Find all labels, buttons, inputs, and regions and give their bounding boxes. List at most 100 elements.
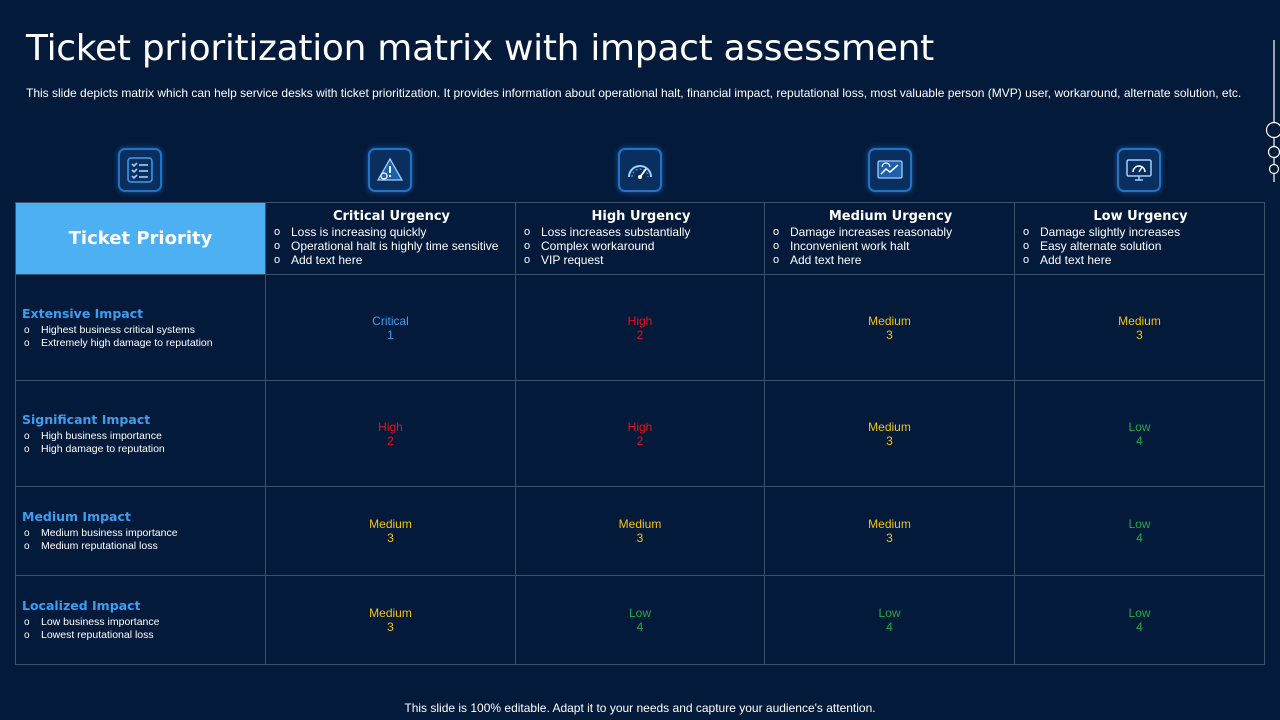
priority-number: 3 [1136, 327, 1143, 342]
priority-label: High [627, 313, 653, 328]
impact-bullet: High damage to reputation [22, 443, 261, 456]
priority-cell: High 2 [515, 274, 765, 381]
priority-number: 3 [886, 327, 893, 342]
page-title: Ticket prioritization matrix with impact… [26, 28, 934, 69]
impact-bullet: Medium business importance [22, 527, 261, 540]
urgency-header-high: High Urgency Loss increases substantiall… [515, 202, 765, 275]
impact-title: Significant Impact [22, 411, 151, 427]
priority-number: 3 [886, 433, 893, 448]
dashboard-monitor-icon [868, 148, 912, 192]
speedometer-icon [618, 148, 662, 192]
impact-title: Extensive Impact [22, 305, 144, 321]
impact-bullet: Medium reputational loss [22, 540, 261, 553]
impact-row-extensive: Extensive Impact Highest business critic… [15, 274, 1265, 381]
monitor-gauge-icon [1117, 148, 1161, 192]
priority-cell: Medium 3 [265, 486, 516, 576]
warning-gear-icon [368, 148, 412, 192]
priority-cell: Medium 3 [764, 274, 1015, 381]
urgency-bullet: Damage slightly increases [1021, 225, 1260, 239]
priority-label: Medium [868, 517, 911, 531]
impact-bullet: Low business importance [22, 616, 261, 629]
priority-label: Medium [369, 517, 412, 531]
priority-label: High [378, 419, 403, 434]
priority-cell: Critical 1 [265, 274, 516, 381]
urgency-bullet: Add text here [771, 253, 1010, 267]
urgency-bullet: Operational halt is highly time sensitiv… [272, 239, 511, 253]
priority-number: 3 [636, 531, 644, 545]
impact-bullet: Highest business critical systems [22, 324, 261, 337]
urgency-bullet: Complex workaround [522, 239, 760, 253]
urgency-header-medium: Medium Urgency Damage increases reasonab… [764, 202, 1015, 275]
impact-row-medium: Medium Impact Medium business importance… [15, 486, 1265, 576]
priority-number: 3 [886, 531, 893, 545]
priority-cell: Low 4 [1014, 380, 1265, 487]
priority-label: Medium [868, 419, 911, 434]
priority-number: 2 [636, 327, 644, 342]
priority-number: 4 [886, 620, 893, 634]
urgency-title: Low Urgency [1093, 209, 1188, 224]
priority-number: 1 [387, 327, 394, 342]
impact-bullet: Lowest reputational loss [22, 629, 261, 642]
impact-bullet: Extremely high damage to reputation [22, 337, 261, 350]
urgency-bullet: Damage increases reasonably [771, 225, 1010, 239]
priority-cell: Medium 3 [1014, 274, 1265, 381]
priority-label: Low [1128, 517, 1151, 531]
priority-cell: Medium 3 [515, 486, 765, 576]
priority-cell: Low 4 [515, 575, 765, 665]
urgency-header-row: Ticket Priority Critical Urgency Loss is… [15, 202, 1265, 275]
priority-cell: High 2 [515, 380, 765, 487]
urgency-title: High Urgency [591, 209, 691, 224]
priority-number: 2 [636, 433, 644, 448]
priority-matrix: Ticket Priority Critical Urgency Loss is… [15, 202, 1265, 665]
urgency-bullet: Add text here [272, 253, 511, 267]
page-subtitle: This slide depicts matrix which can help… [26, 86, 1242, 100]
impact-title: Medium Impact [22, 509, 131, 524]
priority-label: Low [1128, 606, 1151, 620]
priority-number: 3 [387, 531, 394, 545]
urgency-bullet: VIP request [522, 253, 760, 267]
priority-number: 4 [1136, 531, 1143, 545]
urgency-header-critical: Critical Urgency Loss is increasing quic… [265, 202, 516, 275]
urgency-header-low: Low Urgency Damage slightly increases Ea… [1014, 202, 1265, 275]
priority-number: 4 [636, 620, 644, 634]
checklist-icon [118, 148, 162, 192]
urgency-bullet: Loss increases substantially [522, 225, 760, 239]
urgency-bullet: Add text here [1021, 253, 1260, 267]
priority-cell: Low 4 [1014, 486, 1265, 576]
urgency-title: Medium Urgency [828, 209, 953, 224]
priority-cell: High 2 [265, 380, 516, 487]
slide-nav-decoration-icon [1265, 40, 1280, 182]
impact-header: Significant Impact High business importa… [15, 380, 266, 487]
priority-number: 3 [387, 620, 394, 634]
priority-label: Medium [369, 606, 412, 620]
impact-header: Medium Impact Medium business importance… [15, 486, 266, 576]
priority-number: 4 [1136, 433, 1143, 448]
priority-label: Low [1128, 419, 1151, 434]
impact-bullet: High business importance [22, 430, 261, 443]
priority-label: High [627, 419, 653, 434]
priority-label: Medium [618, 517, 662, 531]
impact-row-localized: Localized Impact Low business importance… [15, 575, 1265, 665]
priority-number: 4 [1136, 620, 1143, 634]
priority-label: Low [628, 606, 651, 620]
urgency-bullet: Inconvenient work halt [771, 239, 1010, 253]
impact-header: Localized Impact Low business importance… [15, 575, 266, 665]
priority-number: 2 [387, 433, 394, 448]
impact-title: Localized Impact [22, 598, 141, 613]
ticket-priority-header: Ticket Priority [15, 202, 266, 275]
impact-row-significant: Significant Impact High business importa… [15, 380, 1265, 487]
priority-cell: Medium 3 [265, 575, 516, 665]
priority-cell: Medium 3 [764, 486, 1015, 576]
urgency-bullet: Easy alternate solution [1021, 239, 1260, 253]
priority-label: Medium [868, 313, 911, 328]
priority-label: Low [878, 606, 901, 620]
urgency-bullet: Loss is increasing quickly [272, 225, 511, 239]
impact-header: Extensive Impact Highest business critic… [15, 274, 266, 381]
priority-label: Critical [372, 313, 409, 328]
priority-cell: Low 4 [1014, 575, 1265, 665]
priority-label: Medium [1118, 313, 1161, 328]
urgency-title: Critical Urgency [332, 209, 451, 224]
priority-cell: Medium 3 [764, 380, 1015, 487]
priority-cell: Low 4 [764, 575, 1015, 665]
footer-note: This slide is 100% editable. Adapt it to… [404, 701, 876, 715]
